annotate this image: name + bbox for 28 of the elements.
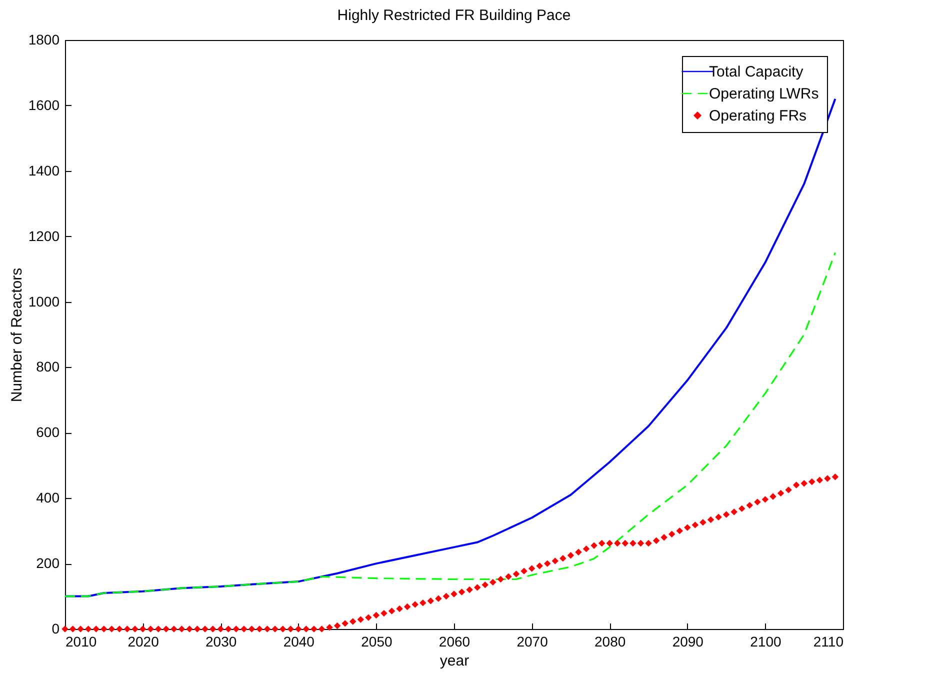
legend-label: Operating LWRs bbox=[709, 86, 819, 102]
x-tick-label: 2010 bbox=[66, 634, 97, 650]
y-axis-title: Number of Reactors bbox=[8, 268, 26, 402]
x-tick-label: 2080 bbox=[594, 634, 626, 650]
x-tick-label: 2030 bbox=[206, 634, 237, 650]
y-tick-label: 1600 bbox=[28, 96, 60, 113]
line-series bbox=[64, 252, 836, 598]
x-tick-label: 2020 bbox=[128, 634, 160, 650]
x-axis-title: year bbox=[440, 652, 470, 670]
y-tick-label: 1200 bbox=[28, 228, 60, 244]
y-tick-label: 1400 bbox=[28, 162, 60, 178]
y-tick-label: 1000 bbox=[28, 293, 60, 310]
y-tick-label: 400 bbox=[36, 490, 60, 506]
x-tick-label: 2110 bbox=[813, 634, 844, 650]
x-tick-label: 2060 bbox=[438, 634, 470, 650]
y-tick-label: 200 bbox=[36, 555, 60, 572]
x-tick-label: 2070 bbox=[516, 634, 548, 650]
chart-title: Highly Restricted FR Building Pace bbox=[337, 7, 571, 24]
x-tick-label: 2050 bbox=[361, 634, 392, 650]
x-tick-label: 2090 bbox=[672, 634, 704, 650]
legend-label: Total Capacity bbox=[709, 64, 804, 80]
y-tick-label: 600 bbox=[36, 424, 60, 440]
x-tick-label: 2100 bbox=[750, 634, 782, 650]
y-tick-label: 0 bbox=[52, 620, 60, 636]
y-tick-label: 1800 bbox=[28, 32, 60, 48]
legend-label: Operating FRs bbox=[709, 108, 807, 124]
x-tick-label: 2040 bbox=[283, 634, 315, 650]
y-tick-label: 800 bbox=[36, 358, 60, 375]
